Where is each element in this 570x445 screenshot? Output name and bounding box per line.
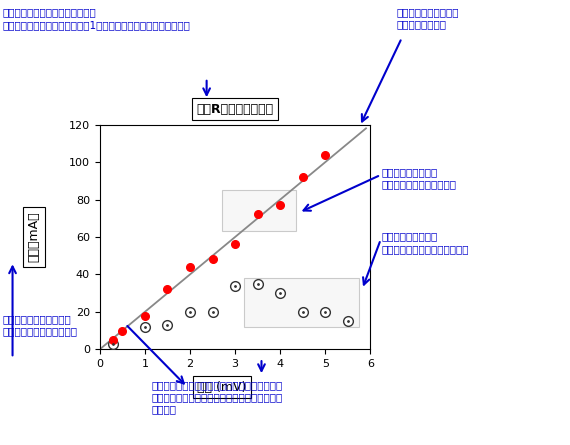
Text: 縦軸と横軸には目盛と値をわかりやすく入れる: 縦軸と横軸には目盛と値をわかりやすく入れる	[151, 380, 282, 390]
Text: 縦軸・横軸のタイトルは: 縦軸・横軸のタイトルは	[3, 314, 72, 324]
Text: わかりやすくプロットする: わかりやすくプロットする	[382, 179, 457, 189]
Text: 電流（mA）: 電流（mA）	[28, 212, 40, 262]
Text: わかりやすく同一グラフに記入: わかりやすく同一グラフに記入	[382, 244, 470, 254]
Text: 実際に測定した点は: 実際に測定した点は	[382, 167, 438, 177]
Text: 比較すべきデータは: 比較すべきデータは	[382, 231, 438, 241]
Text: 単位を入れてきちんと書く: 単位を入れてきちんと書く	[3, 326, 78, 336]
Text: グラフのタイトルを忘れずに書く: グラフのタイトルを忘れずに書く	[3, 7, 96, 16]
Bar	[222, 190, 296, 231]
Text: 使わない: 使わない	[151, 405, 176, 414]
Text: 直線関係になる場合は: 直線関係になる場合は	[396, 7, 459, 16]
Text: 数値を読み取りやすいように中途半端な数字は: 数値を読み取りやすいように中途半端な数字は	[151, 392, 282, 402]
Text: 定規で直線を引く: 定規で直線を引く	[396, 19, 446, 29]
Text: 本文中に説明があれば『グラフ1』のような書き方でもかまわない: 本文中に説明があれば『グラフ1』のような書き方でもかまわない	[3, 20, 191, 30]
Text: 抗抗Rの電流電圧特性: 抗抗Rの電流電圧特性	[197, 102, 274, 116]
Text: 電圧 (mV): 電圧 (mV)	[197, 380, 246, 394]
Bar	[244, 278, 359, 327]
